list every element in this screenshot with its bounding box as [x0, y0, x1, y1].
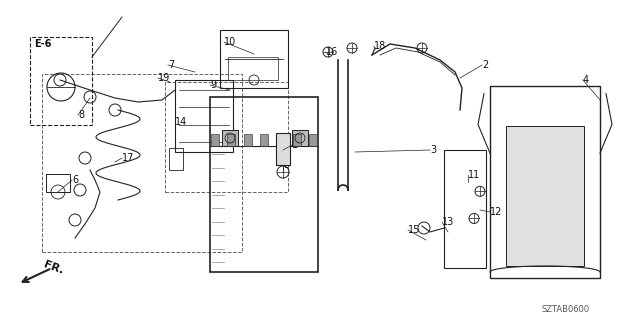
Text: 5: 5: [283, 160, 289, 170]
Bar: [276, 133, 290, 165]
Bar: [260, 134, 268, 146]
Bar: [292, 130, 308, 146]
Text: 11: 11: [468, 170, 480, 180]
Bar: [227, 134, 236, 146]
Bar: [222, 130, 238, 146]
Text: 8: 8: [78, 110, 84, 120]
Text: 15: 15: [408, 225, 420, 235]
Text: 3: 3: [430, 145, 436, 155]
Text: 18: 18: [374, 41, 387, 51]
Bar: [210, 97, 318, 272]
Text: 12: 12: [490, 207, 502, 217]
Bar: [228, 57, 278, 80]
Bar: [490, 86, 600, 278]
Bar: [506, 126, 584, 266]
Text: SZTAB0600: SZTAB0600: [542, 305, 590, 314]
Text: 7: 7: [168, 60, 174, 70]
Bar: [46, 174, 70, 192]
Text: 17: 17: [122, 153, 134, 163]
Bar: [42, 74, 242, 252]
Text: 9: 9: [210, 80, 216, 90]
Text: 14: 14: [175, 117, 188, 127]
Text: 2: 2: [482, 60, 488, 70]
Text: FR.: FR.: [42, 260, 65, 276]
Text: 4: 4: [583, 75, 589, 85]
Bar: [444, 150, 486, 268]
Bar: [244, 134, 252, 146]
Bar: [292, 134, 301, 146]
Text: 16: 16: [326, 47, 339, 57]
Text: E-6: E-6: [34, 39, 51, 49]
Bar: [169, 148, 183, 170]
Bar: [165, 82, 288, 192]
Bar: [175, 80, 233, 152]
Text: 19: 19: [158, 73, 170, 83]
Bar: [30, 37, 92, 125]
Bar: [276, 134, 284, 146]
Bar: [220, 30, 288, 88]
Text: 13: 13: [442, 217, 454, 227]
Bar: [211, 134, 219, 146]
Bar: [309, 134, 317, 146]
Text: 10: 10: [224, 37, 236, 47]
Text: 6: 6: [72, 175, 78, 185]
Text: 1: 1: [292, 140, 298, 150]
